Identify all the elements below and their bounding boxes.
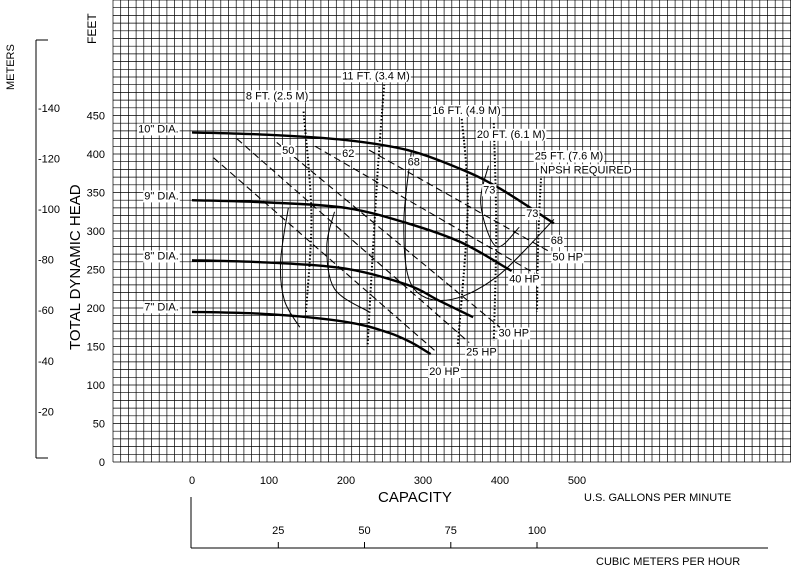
y2-tick-label: -40	[38, 356, 54, 368]
y-tick-label: 200	[87, 303, 105, 315]
power-line	[276, 141, 501, 328]
y-tick-label: 0	[99, 457, 105, 469]
power-label-bg	[551, 251, 584, 264]
y2-tick-label: -20	[38, 406, 54, 418]
efficiency-curve	[326, 211, 370, 313]
y-tick-label: 300	[87, 226, 105, 238]
efficiency-label: 50	[282, 145, 294, 157]
power-label: 40 HP	[509, 274, 540, 286]
efficiency-label-bg	[341, 148, 356, 161]
power-label: 30 HP	[499, 328, 530, 340]
diameter-label: 8" DIA.	[144, 251, 178, 263]
y2-tick-label: -80	[38, 255, 54, 267]
y-tick-label: 250	[87, 265, 105, 277]
npsh-label: 20 FT. (6.1 M)	[477, 129, 545, 141]
labels: 050100150200250300350400450-20-40-60-80-…	[35, 39, 768, 549]
efficiency-label: 73	[483, 184, 495, 196]
x-tick-label: 200	[337, 475, 355, 487]
efficiency-curve	[403, 150, 555, 302]
y-tick-label: 100	[87, 380, 105, 392]
x-tick-label: 100	[260, 475, 278, 487]
efficiency-label-bg	[549, 235, 565, 248]
y-tick-label: 400	[87, 149, 105, 161]
npsh-label: 8 FT. (2.5 M)	[246, 90, 308, 102]
efficiency-curve	[279, 207, 301, 328]
x2-tick-label: 75	[445, 525, 457, 537]
y-tick-label: 150	[87, 342, 105, 354]
x-tick-label: 400	[491, 475, 509, 487]
diameter-label-bg	[143, 190, 180, 203]
npsh-label-bg	[475, 128, 547, 141]
npsh-label-bg	[431, 105, 502, 117]
npsh-label-bg	[244, 90, 310, 103]
y-tick-label: 450	[87, 111, 105, 123]
power-label-bg	[508, 273, 541, 286]
efficiency-label: 68	[551, 235, 563, 247]
x2-tick-label: 100	[528, 525, 546, 537]
curves	[191, 80, 555, 356]
efficiency-label: 62	[342, 148, 354, 160]
efficiency-label-bg	[281, 145, 296, 157]
impeller-curve	[191, 199, 513, 273]
y-axis-meters-label: METERS	[5, 44, 17, 90]
power-label-bg	[465, 346, 498, 359]
y2-tick-label: -60	[38, 305, 54, 317]
x2-tick-label: 25	[272, 525, 284, 537]
x-axis-title: CAPACITY	[378, 489, 452, 506]
y2-tick-label: -140	[38, 103, 60, 115]
power-label-bg	[428, 366, 461, 378]
efficiency-label: 73	[526, 208, 538, 220]
efficiency-label-bg	[525, 208, 540, 221]
npsh-label: 16 FT. (4.9 M)	[432, 105, 500, 117]
diameter-label-bg	[137, 123, 180, 136]
impeller-curve	[191, 310, 432, 356]
power-line	[314, 145, 535, 274]
power-label: 20 HP	[429, 366, 460, 378]
npsh-curve	[302, 111, 313, 312]
x-tick-label: 0	[189, 475, 195, 487]
x-tick-label: 300	[414, 475, 432, 487]
y2-tick-label: -100	[38, 204, 60, 216]
npsh-curve	[536, 153, 544, 312]
npsh-label-bg	[539, 164, 633, 177]
grid	[112, 0, 791, 463]
x-axis-gpm-label: U.S. GALLONS PER MINUTE	[584, 492, 731, 504]
efficiency-label-bg	[482, 184, 497, 197]
power-label-bg	[497, 327, 531, 340]
efficiency-label-bg	[406, 156, 421, 169]
power-label: 50 HP	[552, 251, 583, 263]
power-line	[213, 157, 435, 351]
npsh-label: NPSH REQUIRED	[540, 164, 632, 176]
power-line	[368, 149, 555, 255]
diameter-label-bg	[143, 250, 180, 263]
diameter-label: 7" DIA.	[144, 301, 178, 313]
diameter-label-bg	[143, 301, 180, 314]
y-tick-label: 50	[93, 419, 105, 431]
npsh-label: 25 FT. (7.6 M)	[535, 150, 603, 162]
npsh-label-bg	[533, 150, 605, 163]
diameter-label: 9" DIA.	[144, 190, 178, 202]
x-tick-label: 500	[568, 475, 586, 487]
npsh-curve	[492, 123, 498, 341]
y-tick-label: 350	[87, 188, 105, 200]
impeller-curve	[191, 131, 555, 225]
y-axis-title: TOTAL DYNAMIC HEAD	[67, 184, 84, 350]
x2-tick-label: 50	[358, 525, 370, 537]
power-line	[236, 138, 470, 344]
power-label: 25 HP	[466, 347, 497, 359]
npsh-label-bg	[341, 70, 411, 83]
y-axis-feet-label: FEET	[85, 13, 99, 44]
y2-tick-label: -120	[38, 153, 60, 165]
efficiency-label: 68	[408, 157, 420, 169]
efficiency-curve	[480, 165, 520, 248]
diameter-label: 10" DIA.	[138, 123, 179, 135]
npsh-curve	[366, 80, 386, 346]
npsh-label: 11 FT. (3.4 M)	[342, 70, 410, 82]
x-axis-cmh-label: CUBIC METERS PER HOUR	[596, 556, 740, 568]
